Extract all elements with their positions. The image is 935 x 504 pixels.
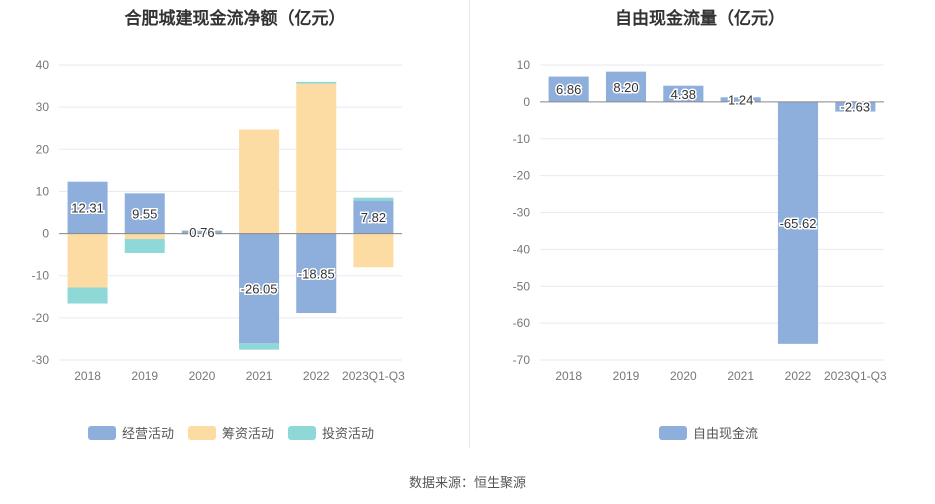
left-y-tick-label: -30 — [32, 353, 50, 367]
right-bar-自由现金流-2022 — [777, 101, 819, 344]
right-y-tick-label: 10 — [517, 58, 531, 72]
legend-swatch-free-cash-flow — [659, 425, 687, 440]
legend-item-financing[interactable]: 筹资活动 — [188, 423, 274, 442]
right-x-tick-label: 2019 — [613, 369, 640, 383]
right-y-tick-label: -70 — [513, 353, 531, 367]
left-x-tick-label: 2023Q1-Q3 — [342, 369, 405, 383]
left-y-tick-label: 40 — [36, 58, 50, 72]
left-bar-筹资活动-2020 — [181, 230, 222, 231]
left-y-tick-label: 0 — [42, 227, 49, 241]
left-data-label: 7.82 — [361, 210, 386, 225]
left-bar-经营活动-2020 — [181, 230, 222, 234]
right-y-tick-label: -30 — [513, 206, 531, 220]
legend-item-free-cash-flow[interactable]: 自由现金流 — [659, 423, 758, 442]
legend-item-operating[interactable]: 经营活动 — [88, 423, 174, 442]
right-y-tick-label: -40 — [513, 242, 531, 256]
left-data-label: 12.31 — [71, 201, 104, 216]
right-data-label: -65.62 — [780, 216, 817, 231]
left-y-tick-label: 20 — [36, 142, 50, 156]
right-data-label: 8.20 — [613, 80, 638, 95]
right-y-tick-label: 0 — [523, 95, 530, 109]
left-y-tick-label: -10 — [32, 269, 50, 283]
right-data-label: -2.63 — [841, 100, 871, 115]
left-bar-经营活动-2018 — [67, 181, 108, 234]
left-y-tick-label: 30 — [36, 100, 50, 114]
right-bar-自由现金流-2018 — [548, 76, 589, 102]
right-chart-title: 自由现金流量（亿元） — [615, 9, 785, 29]
left-chart-title: 合肥城建现金流净额（亿元） — [124, 9, 346, 29]
left-chart-legend[interactable]: 经营活动 筹资活动 投资活动 — [88, 423, 388, 442]
left-bar-经营活动-2022 — [296, 233, 337, 314]
left-data-label: 9.55 — [132, 206, 157, 221]
right-bar-自由现金流-2023Q1-Q3 — [835, 101, 876, 112]
right-data-label: 4.38 — [671, 87, 696, 102]
left-bar-筹资活动-2019 — [124, 233, 165, 240]
right-y-tick-label: -60 — [513, 316, 531, 330]
left-x-tick-label: 2022 — [303, 369, 330, 383]
legend-label-operating: 经营活动 — [122, 427, 175, 442]
right-x-tick-label: 2018 — [555, 369, 582, 383]
left-bar-投资活动-2022 — [296, 81, 337, 84]
right-bar-自由现金流-2021 — [720, 97, 761, 102]
right-x-tick-label: 2022 — [785, 369, 812, 383]
left-x-tick-label: 2018 — [74, 369, 101, 383]
legend-item-investing[interactable]: 投资活动 — [288, 423, 374, 442]
left-data-label: -18.85 — [298, 266, 335, 281]
left-data-label: -26.05 — [241, 281, 278, 296]
right-x-tick-label: 2020 — [670, 369, 697, 383]
left-y-tick-label: -20 — [32, 311, 50, 325]
legend-swatch-investing — [288, 425, 317, 440]
legend-label-financing: 筹资活动 — [222, 427, 275, 442]
right-data-label: 1.24 — [728, 93, 753, 108]
legend-label-investing: 投资活动 — [322, 427, 375, 442]
left-y-tick-label: 10 — [36, 184, 50, 198]
right-data-label: 6.86 — [556, 82, 581, 97]
left-bar-筹资活动-2018 — [67, 233, 108, 288]
left-bar-筹资活动-2022 — [296, 83, 337, 234]
left-x-tick-label: 2021 — [246, 369, 273, 383]
right-bar-自由现金流-2019 — [605, 71, 647, 102]
left-bar-投资活动-2021 — [239, 343, 280, 350]
right-x-tick-label: 2021 — [727, 369, 754, 383]
left-bar-筹资活动-2021 — [239, 129, 280, 234]
legend-swatch-financing — [188, 425, 217, 440]
data-source-note: 数据来源：恒生聚源 — [408, 476, 526, 491]
left-bar-投资活动-2023Q1-Q3 — [353, 197, 394, 201]
left-data-label: 0.76 — [189, 225, 214, 240]
legend-label-free-cash-flow: 自由现金流 — [693, 427, 759, 442]
legend-swatch-operating — [88, 425, 116, 440]
left-bar-经营活动-2023Q1-Q3 — [353, 200, 394, 234]
right-y-tick-label: -10 — [513, 132, 531, 146]
right-y-tick-label: -20 — [513, 169, 531, 183]
right-x-tick-label: 2023Q1-Q3 — [824, 369, 887, 383]
right-chart-legend[interactable]: 自由现金流 — [659, 423, 772, 442]
left-bar-经营活动-2019 — [124, 193, 165, 234]
left-bar-筹资活动-2023Q1-Q3 — [353, 233, 394, 268]
right-y-tick-label: -50 — [513, 279, 531, 293]
right-bar-自由现金流-2020 — [663, 85, 704, 102]
left-x-tick-label: 2019 — [131, 369, 158, 383]
left-bar-投资活动-2018 — [67, 287, 108, 304]
left-x-tick-label: 2020 — [189, 369, 216, 383]
panel-divider — [469, 0, 470, 448]
left-bar-经营活动-2021 — [239, 233, 280, 344]
left-bar-投资活动-2019 — [124, 239, 165, 253]
